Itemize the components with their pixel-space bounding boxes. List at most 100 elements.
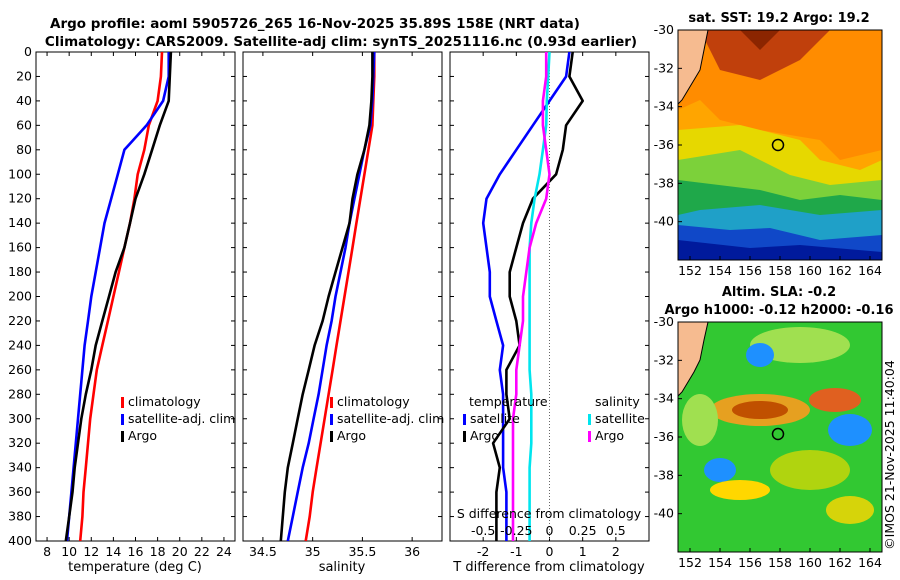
y-tick-label: 320 (8, 435, 32, 450)
s-diff-tick-label: -0.5 (471, 523, 495, 538)
map-x-tick-label: 152 (678, 263, 702, 278)
sla-map-title-line2: Argo h1000: -0.12 h2000: -0.16 (664, 303, 893, 318)
legend-title-temperature: temperature (469, 394, 548, 409)
legend-label-argo: Argo (128, 428, 157, 443)
difference-series (481, 52, 585, 541)
map-y-tick-label: -36 (654, 429, 674, 444)
sst-map-x-ticks: 152 154 156 158 160 162 164 (678, 256, 882, 278)
y-tick-label: 100 (8, 166, 32, 181)
x-tick-label: 1 (579, 544, 587, 559)
sst-map-image (678, 30, 882, 260)
x-tick-label: 36 (404, 544, 420, 559)
salinity-legend: climatology satellite-adj. clim Argo (330, 394, 444, 443)
sla-map-title-line1: Altim. SLA: -0.2 (722, 285, 836, 300)
temperature-panel: 0 20 40 60 80 100 120 140 160 180 200 220 240 260 280 3… (8, 44, 236, 575)
y-tick-label: 280 (8, 386, 32, 401)
y-tick-label: 220 (8, 313, 32, 328)
legend-swatch-climatology (121, 397, 124, 408)
salinity-x-ticks: 34.5 35 35.5 36 (249, 52, 420, 559)
legend-label-satellite: satellite-adj. clim (337, 411, 444, 426)
y-tick-label: 140 (8, 215, 32, 230)
series-line-climatology (78, 52, 164, 541)
map-x-tick-label: 154 (708, 555, 732, 570)
map-x-tick-label: 156 (738, 263, 762, 278)
s-diff-tick-label: 0 (546, 523, 554, 538)
legend-label-satellite: satellite-adj. clim (128, 411, 235, 426)
legend-swatch-s-argo (588, 431, 591, 442)
difference-y-ticks (450, 51, 649, 542)
sst-map-title: sat. SST: 19.2 Argo: 19.2 (688, 11, 869, 26)
y-tick-label: 80 (16, 142, 32, 157)
x-tick-label: 18 (150, 544, 166, 559)
legend-label-argo: Argo (337, 428, 366, 443)
map-y-tick-label: -30 (654, 22, 674, 37)
x-tick-label: 16 (128, 544, 144, 559)
sst-map-y-ticks: -30 -32 -34 -36 -38 -40 (654, 22, 682, 229)
map-x-tick-label: 158 (768, 555, 792, 570)
y-tick-label: 160 (8, 240, 32, 255)
x-tick-label: -2 (477, 544, 489, 559)
map-y-tick-label: -32 (654, 60, 674, 75)
map-y-tick-label: -30 (654, 314, 674, 329)
legend-label-climatology: climatology (128, 394, 201, 409)
series-line-t-satellite (481, 52, 571, 541)
legend-label-s-argo: Argo (595, 428, 624, 443)
legend-swatch-s-satellite (588, 414, 591, 425)
sla-map-panel: Altim. SLA: -0.2 Argo h1000: -0.12 h2000… (654, 285, 894, 570)
s-diff-tick-label: 0.25 (569, 523, 597, 538)
y-tick-label: 200 (8, 289, 32, 304)
salinity-axes-box (242, 51, 443, 542)
map-y-tick-label: -38 (654, 467, 674, 482)
map-y-tick-label: -38 (654, 175, 674, 190)
map-y-tick-label: -32 (654, 352, 674, 367)
legend-label-s-satellite: satellite (595, 411, 645, 426)
map-x-tick-label: 162 (828, 555, 852, 570)
legend-title-salinity: salinity (595, 394, 640, 409)
map-y-tick-label: -34 (654, 391, 674, 406)
legend-label-climatology: climatology (337, 394, 410, 409)
map-y-tick-label: -40 (654, 506, 674, 521)
y-tick-label: 340 (8, 460, 32, 475)
y-tick-label: 60 (16, 117, 32, 132)
x-tick-label: 24 (216, 544, 232, 559)
map-x-tick-label: 154 (708, 263, 732, 278)
sla-map-image (678, 322, 882, 552)
s-diff-tick-label: -0.25 (500, 523, 532, 538)
legend-swatch-argo (121, 431, 124, 442)
y-tick-label: 180 (8, 264, 32, 279)
x-tick-label: 14 (105, 544, 121, 559)
difference-panel: -2 -1 0 1 2 temperature satellite Argo salin… (449, 51, 650, 575)
x-tick-label: 12 (83, 544, 99, 559)
legend-swatch-argo (330, 431, 333, 442)
x-tick-label: 8 (43, 544, 51, 559)
x-tick-label: 34.5 (249, 544, 277, 559)
difference-axes-box (449, 51, 650, 542)
y-tick-label: 40 (16, 93, 32, 108)
map-x-tick-label: 160 (798, 555, 822, 570)
x-tick-label: -1 (510, 544, 522, 559)
temperature-x-label: temperature (deg C) (68, 560, 202, 575)
imos-credit: ©IMOS 21-Nov-2025 11:40:04 (882, 360, 897, 550)
y-tick-label: 20 (16, 68, 32, 83)
x-tick-label: 10 (61, 544, 77, 559)
temperature-axes-box (35, 51, 236, 542)
legend-swatch-t-satellite (463, 414, 466, 425)
y-tick-label: 380 (8, 509, 32, 524)
figure-title-line1: Argo profile: aoml 5905726_265 16-Nov-20… (50, 16, 580, 32)
figure-title-line2: Climatology: CARS2009. Satellite-adj cli… (45, 34, 637, 50)
series-line-argo (279, 52, 374, 541)
map-y-tick-label: -36 (654, 137, 674, 152)
series-line-satellite-adj-clim (65, 52, 170, 541)
sla-map-y-ticks: -30 -32 -34 -36 -38 -40 (654, 314, 682, 521)
map-x-tick-label: 152 (678, 555, 702, 570)
map-y-tick-label: -40 (654, 214, 674, 229)
map-x-tick-label: 158 (768, 263, 792, 278)
difference-legend-temperature: temperature satellite Argo (463, 394, 548, 443)
salinity-y-ticks (243, 51, 442, 542)
map-x-tick-label: 156 (738, 555, 762, 570)
s-diff-tick-label: 0.5 (606, 523, 626, 538)
y-tick-label: 120 (8, 191, 32, 206)
x-tick-label: 20 (172, 544, 188, 559)
salinity-panel: 34.5 35 35.5 36 climatology satellite-adj. … (242, 51, 444, 575)
